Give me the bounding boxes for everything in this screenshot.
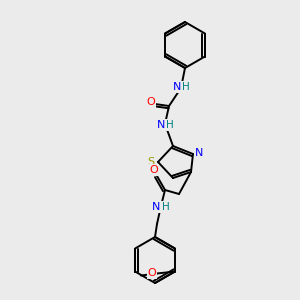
- Text: H: H: [166, 120, 174, 130]
- Text: N: N: [173, 82, 181, 92]
- Text: H: H: [162, 202, 170, 212]
- Text: O: O: [148, 268, 156, 278]
- Text: H: H: [182, 82, 190, 92]
- Text: N: N: [157, 120, 165, 130]
- Text: N: N: [152, 202, 160, 212]
- Text: O: O: [147, 97, 155, 107]
- Text: S: S: [147, 157, 155, 167]
- Text: N: N: [195, 148, 203, 158]
- Text: O: O: [150, 165, 158, 175]
